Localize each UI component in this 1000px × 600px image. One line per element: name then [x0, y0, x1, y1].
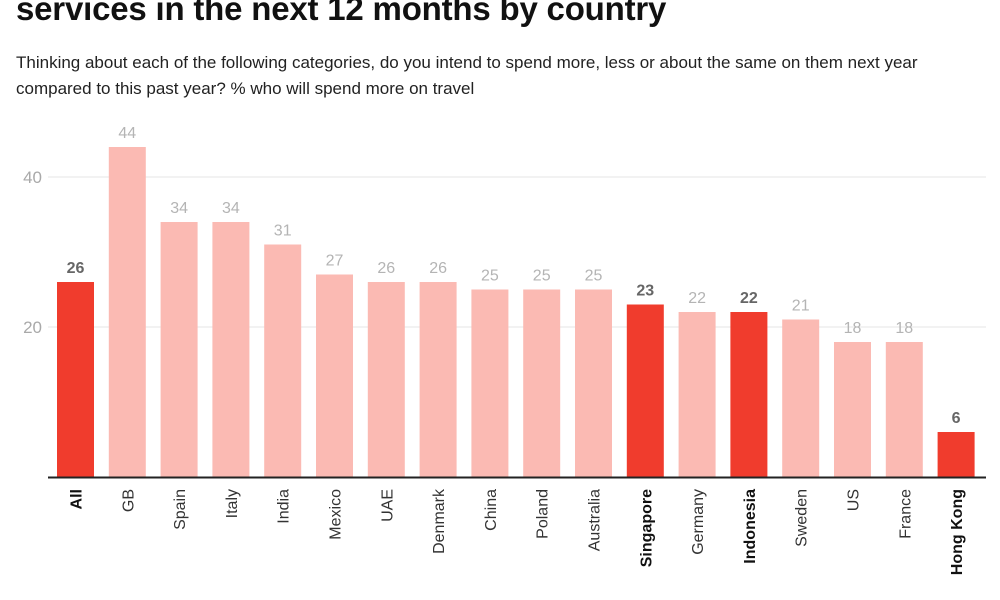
- y-tick-label: 20: [23, 318, 42, 337]
- category-label: Denmark: [431, 488, 448, 554]
- value-label: 22: [740, 290, 758, 307]
- value-label: 44: [118, 125, 136, 142]
- bar-indonesia: [730, 312, 768, 477]
- value-label: 6: [952, 410, 961, 427]
- bar-spain: [160, 222, 198, 477]
- category-label: India: [276, 489, 293, 524]
- value-label: 21: [792, 298, 810, 315]
- bar-germany: [678, 312, 716, 477]
- value-label: 18: [844, 320, 862, 337]
- bar-australia: [575, 289, 612, 477]
- bar-hong-kong: [937, 432, 975, 477]
- category-label: Singapore: [638, 489, 655, 567]
- value-label: 34: [170, 200, 188, 217]
- category-labels: All GB Spain Italy India Mexico UAE Denmark Chin…: [69, 488, 967, 575]
- category-label: GB: [120, 489, 137, 512]
- value-label: 34: [222, 200, 240, 217]
- category-label: Poland: [535, 489, 552, 539]
- category-label: Sweden: [794, 489, 811, 547]
- category-label: Mexico: [328, 489, 345, 540]
- category-label: China: [483, 489, 500, 531]
- value-label: 22: [688, 290, 706, 307]
- bar-uae: [367, 282, 405, 477]
- category-label: All: [69, 489, 86, 509]
- bar-gb: [108, 147, 146, 477]
- y-tick-label: 40: [23, 168, 42, 187]
- value-label: 23: [636, 283, 654, 300]
- bar-sweden: [782, 319, 820, 477]
- value-label: 26: [429, 260, 447, 277]
- category-label: US: [846, 489, 863, 511]
- category-label: Indonesia: [742, 489, 759, 564]
- category-label: Spain: [172, 489, 189, 530]
- chart-subtitle: Thinking about each of the following cat…: [16, 53, 918, 98]
- bar-italy: [212, 222, 250, 477]
- value-label: 25: [585, 268, 603, 285]
- bar-mexico: [316, 274, 353, 477]
- value-label: 31: [274, 223, 292, 240]
- value-label: 25: [533, 268, 551, 285]
- value-label: 27: [326, 253, 344, 270]
- category-label: France: [897, 489, 914, 539]
- value-label: 26: [67, 260, 85, 277]
- bar-india: [264, 244, 302, 477]
- value-label: 26: [377, 260, 395, 277]
- bar-denmark: [419, 282, 457, 477]
- category-label: Germany: [690, 489, 707, 555]
- category-label: UAE: [379, 489, 396, 522]
- category-label: Italy: [224, 489, 241, 518]
- bar-poland: [523, 289, 561, 477]
- chart-title: services in the next 12 months by countr…: [16, 0, 667, 27]
- value-label: 25: [481, 268, 499, 285]
- bar-france: [885, 342, 923, 477]
- bar-china: [471, 289, 509, 477]
- category-label: Hong Kong: [949, 489, 966, 575]
- category-label: Australia: [587, 489, 604, 551]
- bars: [48, 147, 986, 479]
- bar-singapore: [626, 304, 664, 477]
- value-label: 18: [895, 320, 913, 337]
- bar-us: [834, 342, 871, 477]
- value-labels: 26 44 34 34 31 27 26 26 25 25 25 23 22 22 21 18 18 6: [67, 125, 961, 427]
- bar-all: [57, 282, 94, 477]
